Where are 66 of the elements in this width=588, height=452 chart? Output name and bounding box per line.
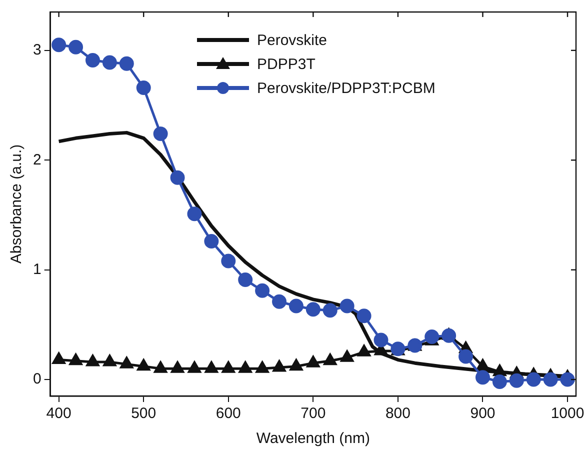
point (290, 359, 303, 371)
point (272, 360, 286, 372)
point (256, 361, 269, 373)
point (509, 373, 524, 388)
point (306, 302, 320, 317)
x-tick-label: 500 (131, 405, 156, 422)
point (221, 254, 236, 268)
point (272, 294, 287, 309)
y-tick-label: 1 (33, 260, 42, 278)
x-tick-label: 600 (216, 405, 241, 422)
y-tick-label: 2 (33, 151, 42, 168)
legend-label: PDPP3T (257, 56, 316, 72)
point (103, 354, 116, 366)
point (238, 272, 253, 287)
point (171, 361, 184, 373)
x-tick-label: 400 (46, 405, 72, 422)
x-tick-label: 900 (470, 405, 496, 422)
point (288, 298, 304, 314)
point (238, 361, 252, 373)
point (374, 332, 388, 348)
point (136, 80, 151, 95)
point (222, 361, 235, 373)
x-tick-label: 700 (300, 405, 326, 422)
point (154, 361, 168, 373)
y-tick-label: 3 (33, 42, 42, 59)
point (442, 328, 456, 343)
point (119, 56, 134, 71)
legend-label: Perovskite/PDPP3T:PCBM (257, 80, 436, 96)
point (204, 234, 219, 249)
point (255, 283, 270, 298)
point (560, 372, 575, 387)
point (476, 359, 490, 371)
point (102, 55, 117, 70)
point (120, 356, 134, 368)
point (204, 361, 218, 373)
point (52, 352, 66, 364)
point (356, 308, 372, 324)
point (492, 374, 507, 389)
point (475, 370, 490, 385)
x-tick-label: 800 (385, 405, 410, 422)
point (493, 364, 506, 376)
point (543, 372, 558, 387)
point (340, 298, 354, 314)
point (306, 356, 320, 368)
point (86, 354, 100, 366)
point (340, 350, 354, 362)
point (170, 170, 185, 185)
point (69, 354, 82, 366)
point (68, 40, 84, 54)
point (187, 206, 202, 222)
point (424, 330, 440, 344)
point (526, 372, 541, 387)
point (188, 361, 201, 373)
point (458, 349, 474, 364)
point (153, 126, 168, 142)
point (85, 53, 100, 68)
x-axis-title: Wavelength (nm) (256, 430, 370, 448)
point (358, 344, 370, 356)
point (137, 359, 150, 371)
y-axis-title: Absorbance (a.u.) (8, 144, 26, 264)
point (322, 303, 338, 318)
point (52, 38, 66, 52)
legend-label: Perovskite (257, 32, 328, 48)
point (324, 354, 337, 366)
y-tick-label: 0 (33, 370, 42, 388)
x-tick-label: 1000 (550, 405, 584, 422)
